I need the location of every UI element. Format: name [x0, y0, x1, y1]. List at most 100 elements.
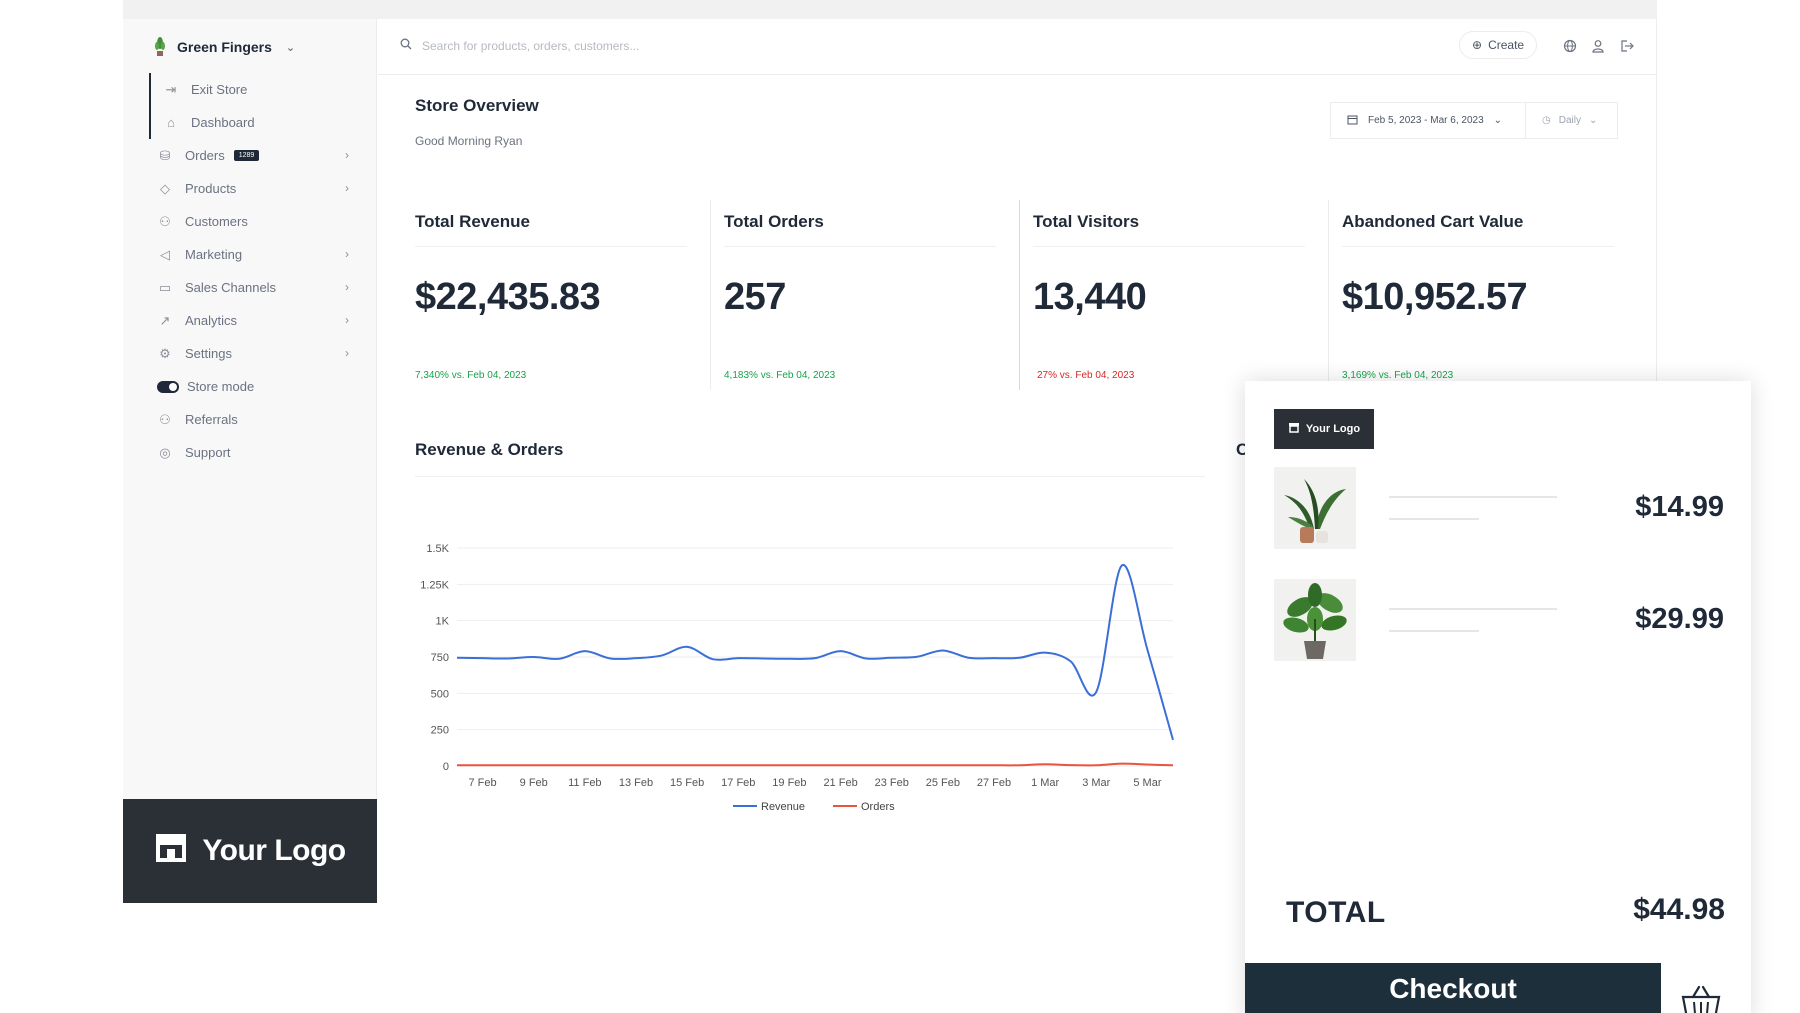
chevron-right-icon: ›	[345, 346, 349, 360]
sidebar-item-settings[interactable]: ⚙ Settings ›	[147, 337, 357, 370]
plant-pot-thumbnail	[1274, 579, 1356, 661]
sidebar-item-label: Customers	[185, 214, 248, 229]
sidebar-item-label: Marketing	[185, 247, 243, 262]
plus-circle-icon: ⊕	[1472, 38, 1483, 52]
sidebar: Green Fingers ⌄ ⇥ Exit Store ⌂ Dashboard…	[123, 19, 377, 799]
kpi-divider	[415, 246, 687, 247]
kpi-label: Abandoned Cart Value	[1342, 212, 1524, 231]
storefront-icon	[154, 832, 188, 870]
search-input[interactable]	[422, 39, 882, 53]
sidebar-item-label: Support	[185, 445, 231, 460]
sidebar-item-customers[interactable]: ⚇ Customers	[147, 205, 357, 238]
users-icon: ⚇	[159, 213, 171, 229]
x-tick-label: 23 Feb	[875, 777, 909, 789]
sidebar-item-referrals[interactable]: ⚇ Referrals	[147, 403, 357, 436]
sidebar-item-products[interactable]: ◇ Products ›	[147, 172, 357, 205]
plant-pot-thumbnail	[1274, 467, 1356, 549]
kpi-delta: 3,169% vs. Feb 04, 2023	[1342, 370, 1454, 381]
cart-line-item[interactable]: $14.99	[1274, 467, 1724, 549]
sidebar-item-analytics[interactable]: ↗ Analytics ›	[147, 304, 357, 337]
logout-icon[interactable]	[1618, 37, 1636, 55]
plant-icon	[153, 37, 167, 57]
referral-icon: ⚇	[159, 411, 171, 427]
x-tick-label: 17 Feb	[721, 777, 755, 789]
x-tick-label: 15 Feb	[670, 777, 704, 789]
create-button[interactable]: ⊕ Create	[1459, 31, 1538, 59]
search-icon	[400, 37, 412, 55]
x-tick-label: 13 Feb	[619, 777, 653, 789]
sidebar-item-orders[interactable]: ⛁ Orders 1289 ›	[147, 139, 357, 172]
kpi-divider	[1033, 246, 1305, 247]
item-subtitle-placeholder	[1389, 630, 1479, 632]
cart-logo-text: Your Logo	[1305, 423, 1361, 435]
cart-total-value: $44.98	[1633, 893, 1725, 926]
item-price: $14.99	[1635, 491, 1724, 523]
store-switcher[interactable]: Green Fingers ⌄	[153, 37, 295, 57]
orders-count-badge: 1289	[233, 150, 260, 161]
home-icon: ⌂	[167, 115, 175, 130]
x-tick-label: 7 Feb	[469, 777, 497, 789]
checkout-button[interactable]: Checkout	[1245, 963, 1661, 1013]
item-price: $29.99	[1635, 603, 1724, 635]
sidebar-item-label: Orders	[185, 148, 225, 163]
x-tick-label: 5 Mar	[1133, 777, 1161, 789]
y-tick-label: 500	[431, 688, 449, 700]
legend-label: Revenue	[761, 801, 805, 813]
y-tick-label: 1.5K	[426, 543, 449, 555]
x-tick-label: 25 Feb	[926, 777, 960, 789]
support-icon: ◎	[159, 444, 171, 460]
x-tick-label: 9 Feb	[520, 777, 548, 789]
kpi-value: 257	[724, 276, 786, 318]
globe-icon[interactable]	[1561, 37, 1579, 55]
sidebar-item-sales-channels[interactable]: ▭ Sales Channels ›	[147, 271, 357, 304]
user-icon[interactable]	[1589, 37, 1607, 55]
interval-select[interactable]: ◷ Daily ⌄	[1526, 102, 1618, 139]
logo-text: Your Logo	[202, 834, 346, 867]
store-icon: ▭	[158, 279, 172, 295]
legend-label: Orders	[861, 801, 895, 813]
sidebar-item-label: Dashboard	[191, 115, 255, 130]
kpi-card-total-revenue: Total Revenue $22,435.83 7,340% vs. Feb …	[415, 200, 697, 390]
cart-line-item[interactable]: $29.99	[1274, 579, 1724, 661]
kpi-delta: 27% vs. Feb 04, 2023	[1037, 370, 1135, 381]
y-tick-label: 0	[443, 761, 449, 773]
chevron-down-icon: ⌄	[1493, 115, 1503, 126]
kpi-value: 13,440	[1033, 276, 1147, 318]
sidebar-item-dashboard[interactable]: ⌂ Dashboard	[149, 106, 357, 139]
sidebar-item-exit-store[interactable]: ⇥ Exit Store	[149, 73, 357, 106]
create-button-label: Create	[1488, 38, 1525, 52]
clock-icon: ◷	[1542, 115, 1551, 126]
kpi-divider	[1342, 246, 1614, 247]
y-tick-label: 1K	[436, 616, 450, 628]
item-title-placeholder	[1389, 496, 1557, 498]
basket-icon[interactable]	[1681, 985, 1721, 1013]
chevron-right-icon: ›	[345, 181, 349, 195]
kpi-value: $22,435.83	[415, 276, 601, 318]
chevron-right-icon: ›	[345, 247, 349, 261]
cart-panel: Your Logo $14.99	[1245, 381, 1751, 1013]
chevron-right-icon: ›	[345, 313, 349, 327]
kpi-delta: 4,183% vs. Feb 04, 2023	[724, 370, 836, 381]
chevron-right-icon: ›	[345, 280, 349, 294]
sidebar-item-store-mode[interactable]: Store mode	[147, 370, 357, 403]
gear-icon: ⚙	[159, 345, 171, 361]
y-tick-label: 750	[431, 652, 449, 664]
kpi-value: $10,952.57	[1342, 276, 1528, 318]
item-subtitle-placeholder	[1389, 518, 1479, 520]
date-range-picker[interactable]: Feb 5, 2023 - Mar 6, 2023 ⌄	[1330, 102, 1526, 139]
sidebar-item-label: Referrals	[185, 412, 238, 427]
store-mode-toggle[interactable]	[157, 380, 179, 393]
x-tick-label: 3 Mar	[1082, 777, 1110, 789]
sidebar-item-label: Exit Store	[191, 82, 248, 97]
sidebar-item-support[interactable]: ◎ Support	[147, 436, 357, 469]
sidebar-item-marketing[interactable]: ◁ Marketing ›	[147, 238, 357, 271]
kpi-label: Total Orders	[724, 212, 824, 231]
megaphone-icon: ◁	[160, 246, 170, 262]
chevron-down-icon: ⌄	[1588, 115, 1598, 126]
store-name: Green Fingers	[177, 39, 272, 55]
greeting-text: Good Morning Ryan	[415, 134, 523, 148]
kpi-label: Total Visitors	[1033, 212, 1140, 231]
x-tick-label: 21 Feb	[823, 777, 857, 789]
cart-total-label: TOTAL	[1286, 896, 1386, 929]
